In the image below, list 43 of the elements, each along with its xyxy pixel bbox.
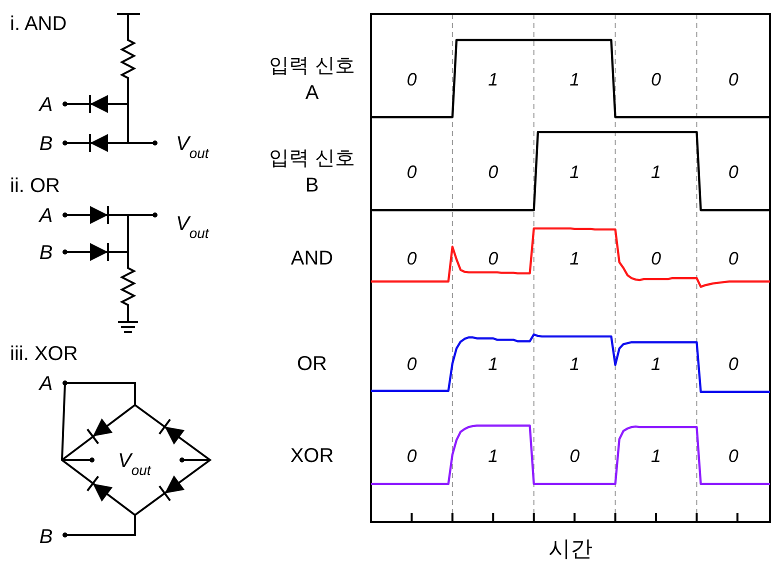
annotation: 0 bbox=[488, 248, 498, 269]
text: V$_{out}$ bbox=[176, 133, 210, 161]
annotation: 0 bbox=[488, 162, 498, 182]
annotation: 0 bbox=[406, 248, 417, 269]
annotation: 0 bbox=[728, 248, 738, 269]
annotation: 1 bbox=[650, 354, 662, 374]
text: XOR bbox=[290, 444, 334, 467]
annotation: 1 bbox=[488, 354, 498, 374]
series-label: 입력 신호 A bbox=[269, 55, 355, 104]
annotation: 0 bbox=[406, 446, 417, 466]
text: B bbox=[39, 242, 53, 264]
annotation: 1 bbox=[570, 354, 580, 374]
text: B bbox=[39, 133, 53, 155]
x-axis-title: 시간 bbox=[548, 536, 592, 561]
text: A bbox=[38, 205, 53, 227]
text: B bbox=[39, 526, 53, 548]
text: A bbox=[38, 373, 53, 395]
annotation: 1 bbox=[488, 446, 498, 466]
annotation: 1 bbox=[570, 70, 580, 90]
text: iii. XOR bbox=[10, 343, 78, 365]
annotation: 0 bbox=[650, 70, 662, 90]
annotation: 1 bbox=[650, 162, 662, 182]
annotation: 0 bbox=[650, 248, 662, 269]
annotation: 0 bbox=[406, 354, 417, 374]
text: ii. OR bbox=[10, 175, 60, 197]
annotation: 0 bbox=[728, 446, 738, 466]
annotation: 0 bbox=[728, 70, 738, 90]
annotation: 0 bbox=[570, 446, 580, 466]
text: V$_{out}$ bbox=[176, 213, 210, 241]
series-label: AND bbox=[290, 248, 334, 270]
annotation: 1 bbox=[650, 446, 662, 466]
annotation: 1 bbox=[488, 70, 498, 90]
annotation: 0 bbox=[406, 70, 417, 90]
text: i. AND bbox=[10, 13, 67, 35]
annotation: 0 bbox=[406, 162, 417, 182]
text: OR bbox=[297, 353, 327, 376]
series-label: 입력 신호 B bbox=[269, 148, 355, 197]
text: A bbox=[38, 94, 53, 116]
annotation: 0 bbox=[728, 354, 738, 374]
annotation: 1 bbox=[570, 248, 580, 269]
annotation: 1 bbox=[570, 162, 580, 182]
text: V$_{out}$ bbox=[118, 450, 152, 478]
annotation: 0 bbox=[728, 162, 738, 182]
